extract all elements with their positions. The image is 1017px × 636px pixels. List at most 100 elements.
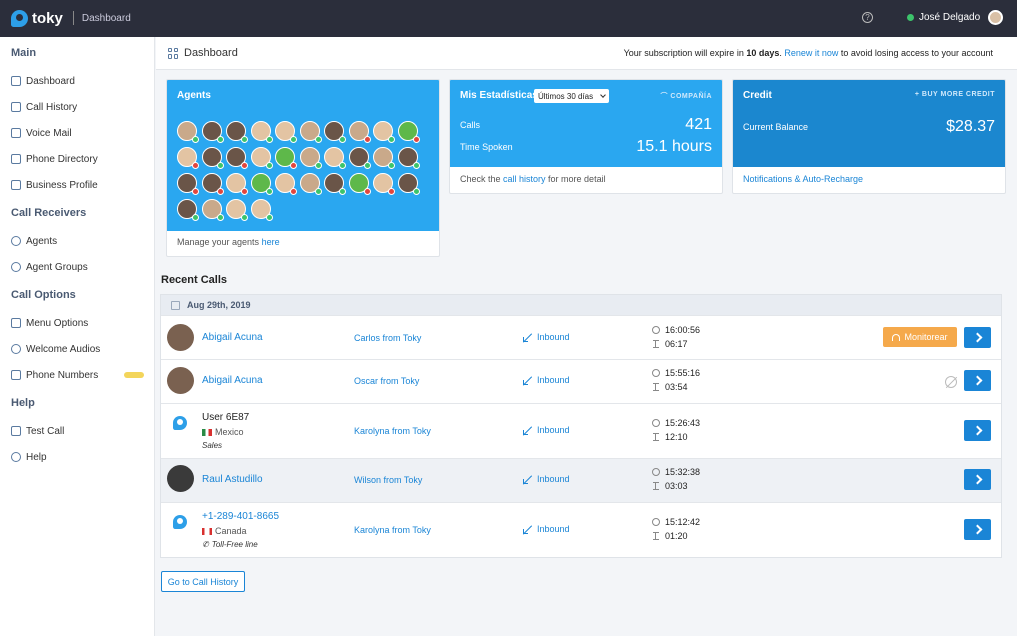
- sidebar-item-label: Agent Groups: [26, 261, 88, 273]
- monitor-button[interactable]: Monitorear: [883, 327, 957, 347]
- agent-avatar[interactable]: [250, 147, 273, 169]
- period-select[interactable]: Últimos 30 días: [534, 89, 610, 103]
- agent-avatar[interactable]: [201, 173, 224, 195]
- agent-link[interactable]: Oscar from Toky: [354, 376, 420, 386]
- clock-icon: [652, 326, 660, 334]
- agent-avatar[interactable]: [348, 173, 371, 195]
- agents-card: Agents Manage your agents here: [166, 79, 440, 257]
- call-history-link[interactable]: call history: [503, 174, 546, 184]
- call-details-button[interactable]: [964, 327, 991, 348]
- caller-name-link[interactable]: Abigail Acuna: [202, 375, 263, 386]
- agent-avatar[interactable]: [348, 147, 371, 169]
- sidebar-section-help: Help: [11, 397, 35, 409]
- agent-avatar[interactable]: [201, 199, 224, 221]
- agent-avatar[interactable]: [373, 121, 395, 143]
- inbound-arrow-icon: [523, 525, 532, 534]
- agent-avatar[interactable]: [177, 121, 199, 143]
- sidebar-item-phone-directory[interactable]: Phone Directory: [11, 152, 98, 166]
- company-toggle[interactable]: ⌒ COMPAÑÍA: [660, 93, 712, 100]
- agent-avatar[interactable]: [201, 147, 224, 169]
- sidebar-item-test-call[interactable]: Test Call: [11, 424, 64, 438]
- agent-status-icon: [314, 188, 322, 195]
- sidebar-item-voice-mail[interactable]: Voice Mail: [11, 126, 72, 140]
- call-details-button[interactable]: [964, 519, 991, 540]
- call-details-button[interactable]: [964, 420, 991, 441]
- period-select-value: Últimos 30 días: [538, 91, 594, 101]
- agent-avatar[interactable]: [299, 147, 322, 169]
- time-value: 15:32:38: [665, 467, 701, 477]
- agent-avatar[interactable]: [250, 199, 273, 221]
- direction-label: Inbound: [537, 425, 570, 435]
- agent-status-icon: [241, 162, 248, 169]
- agent-avatar[interactable]: [177, 147, 199, 169]
- agent-avatar[interactable]: [324, 147, 346, 169]
- agent-link[interactable]: Carlos from Toky: [354, 333, 422, 343]
- agent-link[interactable]: Wilson from Toky: [354, 475, 423, 485]
- voicemail-icon: [11, 128, 21, 138]
- table-row[interactable]: Abigail Acuna Oscar from Toky Inbound 15…: [161, 359, 1001, 403]
- sidebar-item-call-history[interactable]: Call History: [11, 100, 77, 114]
- app-logo[interactable]: toky Dashboard: [11, 9, 131, 27]
- agent-avatar[interactable]: [226, 173, 248, 195]
- manage-agents-link[interactable]: here: [261, 237, 280, 247]
- call-duration: 01:20: [652, 531, 688, 541]
- user-menu[interactable]: José Delgado: [907, 10, 1004, 25]
- agent-status-icon: [339, 136, 346, 143]
- agent-avatar[interactable]: [250, 173, 273, 195]
- notifications-link[interactable]: Notifications & Auto-Recharge: [743, 174, 864, 184]
- agent-avatar[interactable]: [397, 121, 420, 143]
- agent-avatar[interactable]: [275, 121, 297, 143]
- avatar[interactable]: [988, 10, 1004, 25]
- buy-credit-button[interactable]: + BUY MORE CREDIT: [914, 91, 995, 98]
- caller-name-link[interactable]: Raul Astudillo: [202, 474, 263, 485]
- help-icon[interactable]: ?: [862, 12, 873, 23]
- table-row[interactable]: Abigail Acuna Carlos from Toky Inbound 1…: [161, 315, 1001, 359]
- agent-avatar[interactable]: [397, 147, 420, 169]
- agent-avatar[interactable]: [177, 199, 199, 221]
- agent-status-icon: [412, 136, 420, 143]
- hourglass-icon: [653, 532, 659, 540]
- agent-avatar[interactable]: [373, 147, 395, 169]
- time-value: 15:12:42: [665, 517, 701, 527]
- agent-avatar[interactable]: [275, 173, 297, 195]
- call-details-button[interactable]: [964, 370, 991, 391]
- renew-link[interactable]: Renew it now: [784, 48, 839, 58]
- caller-name-link[interactable]: Abigail Acuna: [202, 332, 263, 343]
- agent-avatar[interactable]: [397, 173, 420, 195]
- sidebar-item-phone-numbers[interactable]: Phone Numbers: [11, 368, 98, 382]
- agent-link[interactable]: Karolyna from Toky: [354, 426, 431, 436]
- agent-avatar[interactable]: [226, 199, 248, 221]
- go-to-call-history-button[interactable]: Go to Call History: [161, 571, 245, 592]
- stats-card: Mis Estadísticas Últimos 30 días ⌒ COMPA…: [449, 79, 723, 194]
- agent-avatar[interactable]: [226, 121, 248, 143]
- sidebar-item-welcome-audios[interactable]: Welcome Audios: [11, 342, 100, 356]
- agent-avatar[interactable]: [201, 121, 224, 143]
- caller-number-link[interactable]: +1-289-401-8665: [202, 511, 280, 522]
- agent-status-icon: [388, 188, 395, 195]
- table-row[interactable]: User 6E87 Mexico Sales Karolyna from Tok…: [161, 403, 1001, 458]
- sidebar-item-business-profile[interactable]: Business Profile: [11, 178, 98, 192]
- agent-avatar[interactable]: [299, 121, 322, 143]
- agent-avatar[interactable]: [177, 173, 199, 195]
- agent-status-icon: [192, 162, 199, 169]
- agent-avatar[interactable]: [373, 173, 395, 195]
- sidebar-item-agent-groups[interactable]: Agent Groups: [11, 260, 88, 274]
- agent-avatar[interactable]: [348, 121, 371, 143]
- sidebar-item-menu-options[interactable]: Menu Options: [11, 316, 88, 330]
- table-row[interactable]: +1-289-401-8665 Canada ✆ Toll-Free line K…: [161, 502, 1001, 557]
- call-details-button[interactable]: [964, 469, 991, 490]
- agent-avatar[interactable]: [275, 147, 297, 169]
- call-duration: 03:03: [652, 481, 688, 491]
- agent-avatar[interactable]: [226, 147, 248, 169]
- inbound-arrow-icon: [523, 376, 532, 385]
- sidebar-item-agents[interactable]: Agents: [11, 234, 57, 248]
- agent-avatar[interactable]: [324, 173, 346, 195]
- agent-status-icon: [314, 136, 322, 143]
- sidebar-item-dashboard[interactable]: Dashboard: [11, 74, 75, 88]
- agent-link[interactable]: Karolyna from Toky: [354, 525, 431, 535]
- agent-avatar[interactable]: [299, 173, 322, 195]
- agent-avatar[interactable]: [250, 121, 273, 143]
- table-row[interactable]: Raul Astudillo Wilson from Toky Inbound …: [161, 458, 1001, 502]
- agent-avatar[interactable]: [324, 121, 346, 143]
- sidebar-item-help[interactable]: Help: [11, 450, 47, 464]
